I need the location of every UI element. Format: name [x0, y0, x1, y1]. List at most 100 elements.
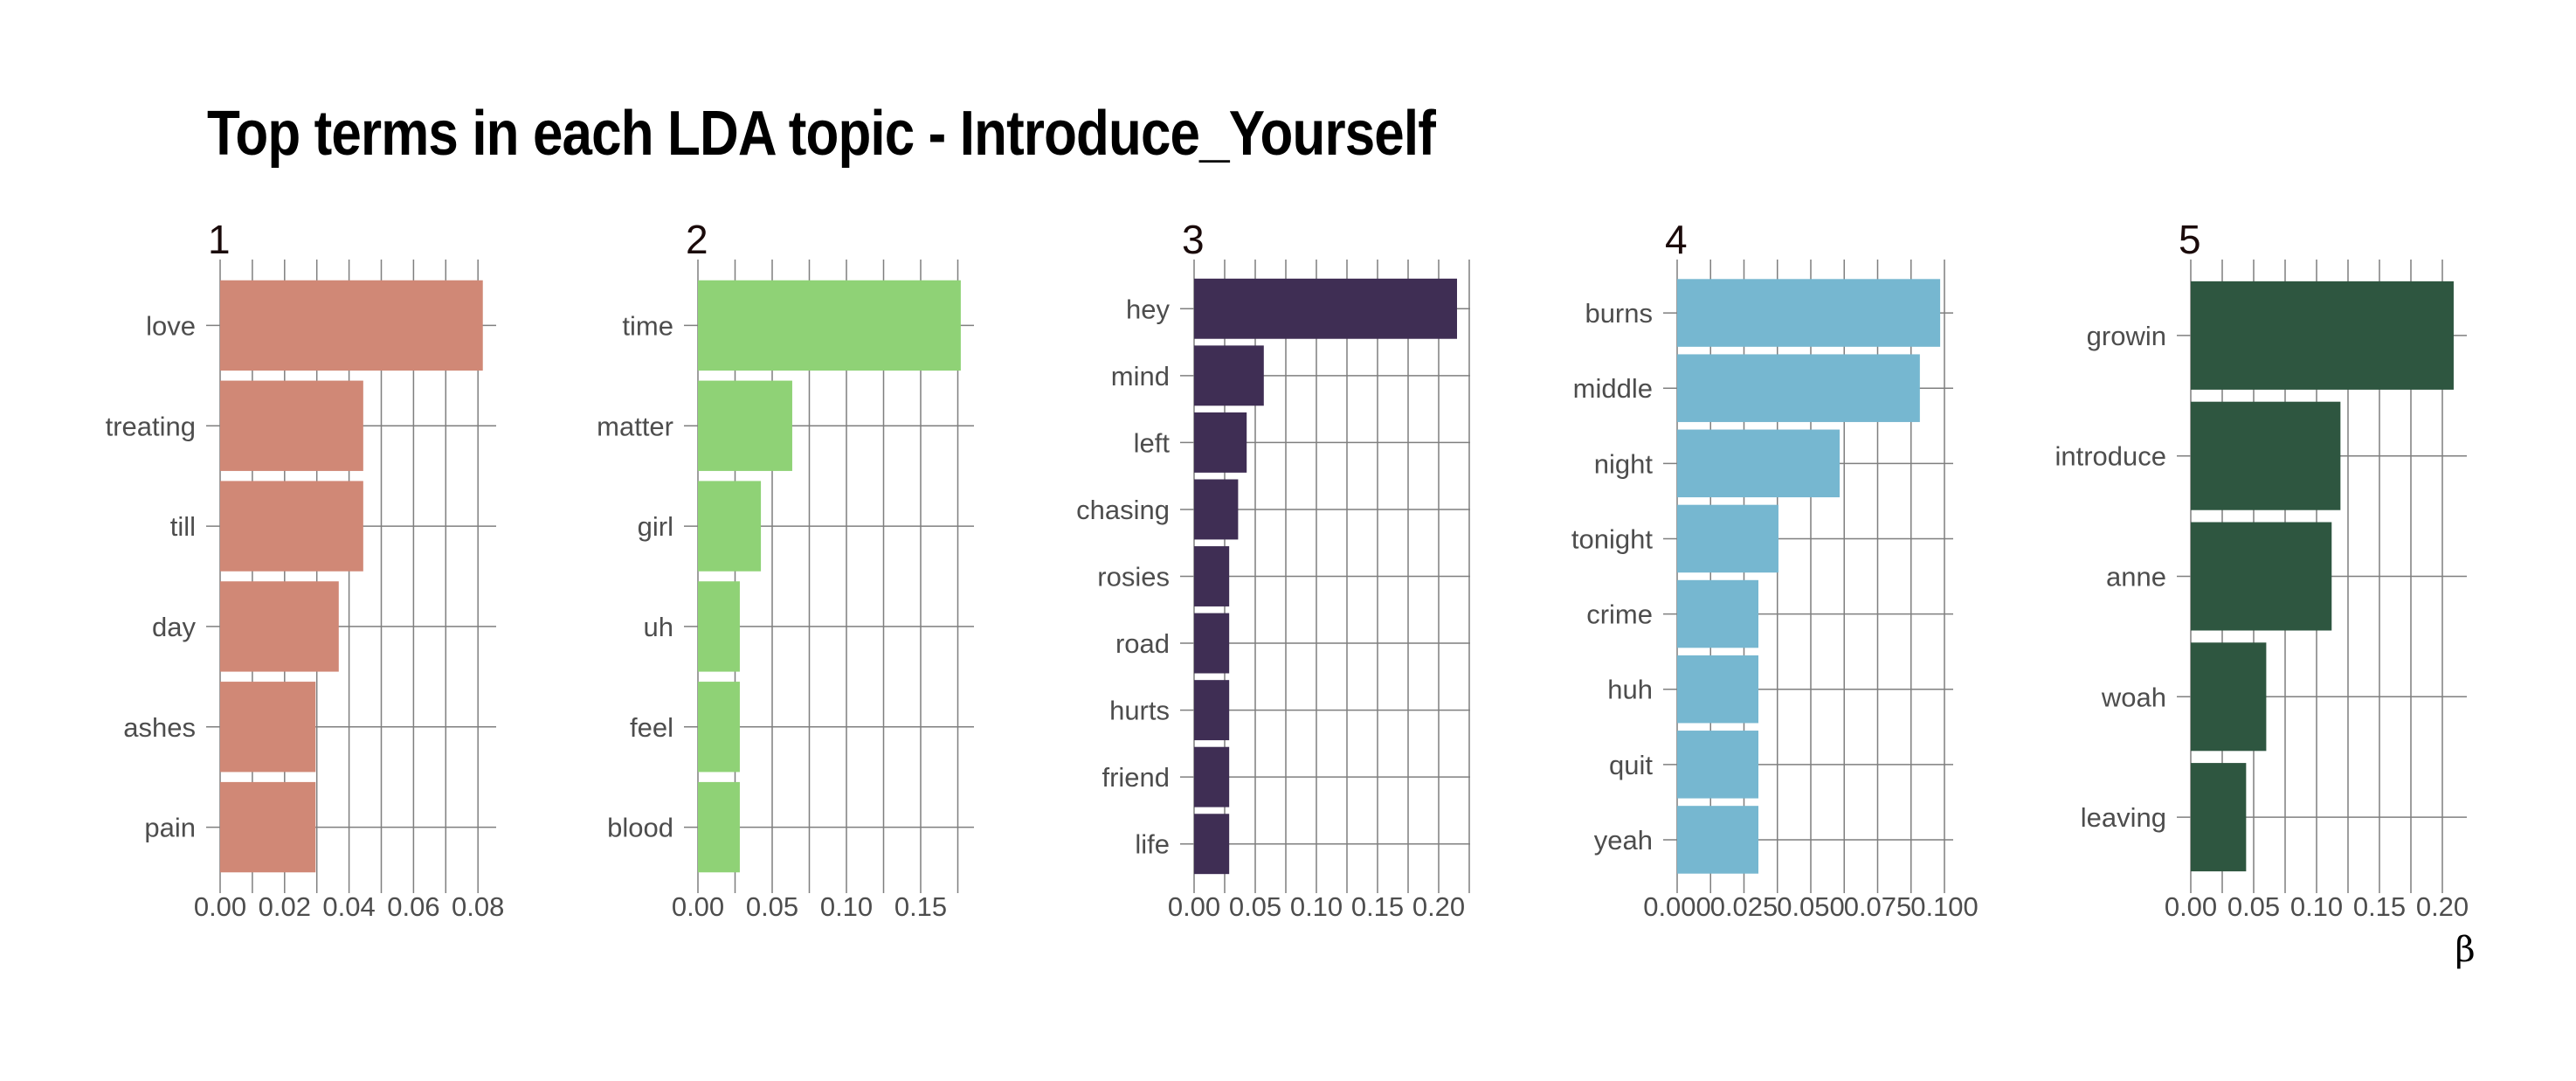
term-label: yeah [1594, 825, 1653, 856]
x-tick-label: 0.15 [894, 891, 947, 922]
x-tick-label: 0.00 [1168, 891, 1220, 922]
x-tick-label: 0.000 [1643, 891, 1711, 922]
x-tick-label: 0.08 [452, 891, 504, 922]
x-tick-label: 0.06 [387, 891, 439, 922]
x-tick-label: 0.10 [2290, 891, 2343, 922]
term-label: matter [597, 411, 673, 441]
term-label: huh [1607, 675, 1653, 705]
term-label: till [170, 511, 196, 542]
bar-road [1194, 613, 1230, 674]
bar-middle [1677, 354, 1920, 422]
bar-matter [698, 380, 792, 471]
x-tick-label: 0.10 [1290, 891, 1343, 922]
x-tick-label: 0.20 [1412, 891, 1465, 922]
term-label: introduce [2055, 441, 2166, 472]
x-tick-label: 0.15 [2353, 891, 2406, 922]
x-tick-label: 0.05 [2227, 891, 2280, 922]
bar-quit [1677, 731, 1759, 799]
x-tick-label: 0.075 [1844, 891, 1912, 922]
bar-till [220, 481, 363, 572]
bar-hey [1194, 278, 1457, 339]
bar-tonight [1677, 504, 1778, 573]
x-tick-label: 0.00 [2165, 891, 2217, 922]
bar-girl [698, 481, 762, 572]
term-label: pain [144, 813, 196, 843]
bar-uh [698, 581, 740, 672]
bar-friend [1194, 746, 1230, 807]
term-label: tonight [1571, 523, 1653, 554]
bar-night [1677, 429, 1840, 498]
term-label: day [152, 612, 196, 642]
term-label: night [1594, 448, 1654, 479]
facet-label: 2 [686, 217, 708, 262]
bar-left [1194, 412, 1247, 473]
x-tick-label: 0.00 [672, 891, 724, 922]
bar-introduce [2191, 401, 2341, 510]
term-label: woah [2101, 682, 2166, 712]
x-tick-label: 0.05 [746, 891, 798, 922]
term-label: anne [2106, 562, 2166, 592]
bar-yeah [1677, 806, 1759, 874]
bar-treating [220, 380, 363, 471]
bar-burns [1677, 279, 1941, 347]
x-tick-label: 0.15 [1351, 891, 1404, 922]
bar-love [220, 280, 483, 371]
x-tick-label: 0.100 [1910, 891, 1979, 922]
term-label: mind [1111, 361, 1170, 392]
term-label: middle [1573, 373, 1653, 404]
bar-feel [698, 682, 740, 773]
term-label: ashes [123, 712, 196, 743]
term-label: quit [1609, 750, 1653, 780]
x-tick-label: 0.00 [194, 891, 246, 922]
term-label: leaving [2081, 802, 2166, 833]
bar-crime [1677, 579, 1759, 648]
term-label: rosies [1097, 562, 1170, 592]
term-label: blood [607, 813, 673, 843]
bar-hurts [1194, 680, 1230, 741]
facet-panel-3: 3 hey mind left chasing rosies road hurts friend… [1076, 217, 1470, 922]
x-tick-label: 0.10 [820, 891, 873, 922]
bar-leaving [2191, 763, 2247, 872]
x-tick-label: 0.04 [322, 891, 375, 922]
x-tick-label: 0.20 [2416, 891, 2469, 922]
term-label: burns [1585, 298, 1653, 329]
facet-label: 5 [2179, 217, 2201, 262]
term-label: love [146, 310, 196, 341]
term-label: left [1134, 427, 1171, 458]
bar-life [1194, 814, 1230, 875]
x-tick-label: 0.025 [1710, 891, 1778, 922]
term-label: road [1115, 628, 1170, 659]
term-label: chasing [1076, 495, 1170, 525]
facet-label: 4 [1665, 217, 1688, 262]
bar-pain [220, 781, 316, 873]
term-label: girl [638, 511, 673, 542]
bar-huh [1677, 655, 1759, 724]
bar-growin [2191, 281, 2454, 390]
facet-panel-1: 1 love treating till day ashes pain 0.00 0.02 0.0… [106, 217, 505, 922]
x-tick-label: 0.02 [259, 891, 311, 922]
x-axis-label: β [2455, 930, 2475, 970]
bar-anne [2191, 522, 2332, 631]
bar-ashes [220, 682, 316, 773]
term-label: uh [644, 612, 673, 642]
bar-rosies [1194, 546, 1230, 606]
bar-woah [2191, 642, 2267, 752]
facet-label: 3 [1182, 217, 1205, 262]
bar-mind [1194, 345, 1264, 406]
facet-panel-4: 4 burns middle night tonight crime huh quit yeah… [1571, 217, 1979, 922]
term-label: life [1135, 829, 1170, 860]
x-tick-label: 0.050 [1777, 891, 1845, 922]
facet-panel-5: 5 growin introduce anne woah leaving 0.00 0.05 0… [2055, 217, 2469, 922]
term-label: hey [1126, 294, 1170, 324]
facet-panel-2: 2 time matter girl uh feel blood 0.00 0.05 0.10 0.… [597, 217, 974, 922]
term-label: growin [2087, 321, 2166, 351]
term-label: time [622, 310, 673, 341]
chart-title: Top terms in each LDA topic - Introduce_… [207, 99, 1436, 169]
term-label: friend [1102, 762, 1170, 793]
bar-blood [698, 781, 740, 873]
x-tick-label: 0.05 [1229, 891, 1281, 922]
term-label: feel [630, 712, 673, 743]
term-label: crime [1586, 599, 1653, 630]
term-label: hurts [1109, 696, 1170, 726]
